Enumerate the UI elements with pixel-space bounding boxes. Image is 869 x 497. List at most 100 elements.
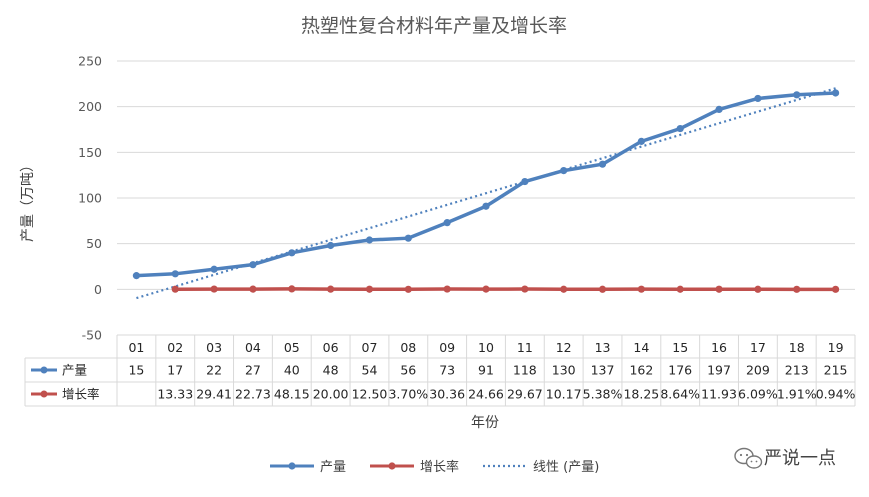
data-label: 12.50	[352, 387, 388, 402]
data-label: 48	[323, 363, 339, 378]
data-point	[249, 261, 256, 268]
data-point	[832, 89, 839, 96]
data-label: 54	[362, 363, 378, 378]
y-tick-label: 100	[78, 191, 102, 206]
y-tick-label: 200	[78, 99, 102, 114]
table-legend-key-marker	[41, 367, 48, 374]
data-label: 3.70%	[388, 387, 428, 402]
data-label: 118	[513, 363, 537, 378]
data-point	[793, 91, 800, 98]
data-point	[405, 286, 412, 293]
data-point	[288, 285, 295, 292]
x-tick-label: 18	[789, 340, 805, 355]
table-row-label: 增长率	[62, 387, 100, 402]
data-label: 48.15	[274, 387, 310, 402]
data-point	[482, 203, 489, 210]
data-label: 15	[128, 363, 144, 378]
data-point	[172, 286, 179, 293]
data-label: 17	[167, 363, 183, 378]
data-point	[599, 286, 606, 293]
x-tick-label: 10	[478, 340, 494, 355]
data-point	[482, 286, 489, 293]
y-tick-label: 150	[78, 145, 102, 160]
data-point	[599, 161, 606, 168]
x-tick-label: 19	[828, 340, 844, 355]
data-point	[366, 236, 373, 243]
x-tick-label: 15	[672, 340, 688, 355]
x-tick-label: 04	[245, 340, 261, 355]
data-label: 5.38%	[583, 387, 623, 402]
data-point	[754, 286, 761, 293]
x-tick-label: 05	[284, 340, 300, 355]
data-point	[327, 286, 334, 293]
data-label: 6.09%	[738, 387, 778, 402]
data-point	[444, 285, 451, 292]
data-label: 213	[785, 363, 809, 378]
data-point	[560, 286, 567, 293]
legend-key-marker	[288, 462, 295, 469]
data-label: 10.17	[546, 387, 582, 402]
series-layer	[133, 89, 839, 293]
x-tick-label: 16	[711, 340, 727, 355]
y-tick-label: 50	[86, 236, 102, 251]
data-label: 27	[245, 363, 261, 378]
data-label: 29.41	[196, 387, 232, 402]
data-label: 24.66	[468, 387, 504, 402]
data-point	[444, 219, 451, 226]
data-point	[133, 272, 140, 279]
data-label: 20.00	[313, 387, 349, 402]
wechat-icon	[735, 449, 762, 469]
legend: 产量增长率线性 (产量)	[270, 459, 599, 475]
data-point	[405, 235, 412, 242]
data-label: 29.67	[507, 387, 543, 402]
data-label: 0.94%	[816, 387, 856, 402]
table-legend-key-marker	[41, 391, 48, 398]
data-point	[638, 286, 645, 293]
chart-title: 热塑性复合材料年产量及增长率	[301, 15, 567, 37]
x-tick-label: 11	[517, 340, 533, 355]
x-tick-label: 01	[128, 340, 144, 355]
data-point	[560, 167, 567, 174]
x-tick-label: 07	[362, 340, 378, 355]
data-point	[638, 138, 645, 145]
data-point	[211, 285, 218, 292]
data-label: 22	[206, 363, 222, 378]
x-tick-label: 14	[633, 340, 649, 355]
data-label: 73	[439, 363, 455, 378]
data-point	[521, 285, 528, 292]
x-tick-label: 12	[556, 340, 572, 355]
x-tick-label: 06	[323, 340, 339, 355]
data-point	[715, 106, 722, 113]
data-point	[172, 270, 179, 277]
data-point	[288, 249, 295, 256]
table-row-label: 产量	[62, 363, 87, 378]
data-point	[677, 125, 684, 132]
watermark-text: 严说一点	[764, 448, 836, 469]
y-tick-label: 250	[78, 54, 102, 69]
data-label: 30.36	[429, 387, 465, 402]
y-axis-label: 产量（万吨）	[20, 158, 36, 242]
data-label: 197	[707, 363, 731, 378]
data-label: 215	[824, 363, 848, 378]
x-tick-label: 17	[750, 340, 766, 355]
data-point	[249, 286, 256, 293]
data-point	[211, 266, 218, 273]
y-axis-ticks: -50 0 50 100 150 200 250	[78, 54, 102, 343]
data-label: 137	[591, 363, 615, 378]
y-tick-label: -50	[82, 328, 102, 343]
y-tick-label: 0	[94, 282, 102, 297]
x-tick-label: 13	[595, 340, 611, 355]
data-label: 13.33	[157, 387, 193, 402]
data-point	[715, 286, 722, 293]
legend-key-marker	[388, 462, 395, 469]
x-tick-label: 08	[400, 340, 416, 355]
x-tick-label: 03	[206, 340, 222, 355]
data-point	[754, 95, 761, 102]
data-label: 56	[400, 363, 416, 378]
data-label: 176	[668, 363, 692, 378]
data-point	[366, 286, 373, 293]
data-point	[677, 286, 684, 293]
